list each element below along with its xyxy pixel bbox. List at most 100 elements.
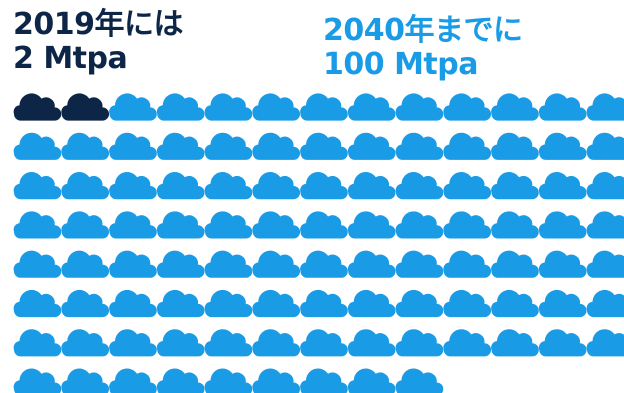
cloud-icon (538, 329, 587, 357)
cloud-icon (347, 329, 396, 357)
cloud-icon (491, 132, 539, 160)
cloud-icon (300, 329, 348, 357)
cloud-icon (204, 93, 253, 121)
cloud-icon (395, 329, 444, 357)
cloud-icon (156, 250, 205, 278)
cloud-icon (538, 93, 587, 121)
cloud-icon (347, 250, 396, 278)
cloud-icon (252, 289, 301, 318)
heading-2040-year: 2040年までに (323, 13, 523, 48)
heading-2040-value: 100 Mtpa (323, 47, 478, 82)
cloud-icon (586, 172, 624, 200)
cloud-icon (13, 211, 62, 239)
cloud-icon (586, 329, 624, 357)
cloud-icon (491, 250, 539, 278)
cloud-icon (109, 172, 157, 200)
heading-2040: 2040年までに 100 Mtpa (323, 14, 523, 82)
cloud-icon (491, 211, 539, 239)
cloud-icon (61, 368, 110, 393)
cloud-icon (586, 250, 624, 278)
cloud-icon (61, 329, 110, 357)
cloud-icon (347, 289, 396, 318)
cloud-icon (586, 289, 624, 318)
heading-2019-value: 2 Mtpa (13, 41, 128, 76)
cloud-icon (300, 93, 348, 121)
cloud-icon (300, 250, 348, 278)
cloud-icon (13, 368, 62, 393)
cloud-icon (252, 250, 301, 278)
cloud-icon (538, 132, 587, 160)
cloud-icon (252, 329, 301, 357)
cloud-icon (156, 368, 205, 393)
cloud-icon (13, 250, 62, 278)
cloud-icon (13, 289, 62, 318)
cloud-icon (252, 211, 301, 239)
cloud-icon (395, 172, 444, 200)
cloud-icon (443, 172, 492, 200)
cloud-icon (204, 172, 253, 200)
cloud-icon (347, 211, 396, 239)
cloud-icon (204, 329, 253, 357)
cloud-icon (156, 93, 205, 121)
cloud-icon (300, 368, 348, 393)
cloud-icon (61, 289, 110, 318)
cloud-icon (395, 211, 444, 239)
cloud-icon (491, 172, 539, 200)
heading-2019-year: 2019年には (13, 7, 184, 42)
cloud-icon (300, 132, 348, 160)
cloud-icon (347, 132, 396, 160)
cloud-icon (252, 172, 301, 200)
cloud-icon (109, 211, 157, 239)
cloud-icon-2019 (61, 93, 110, 121)
cloud-icon (586, 132, 624, 160)
cloud-icon (109, 250, 157, 278)
cloud-icon (61, 132, 110, 160)
cloud-icon (538, 211, 587, 239)
cloud-icon (491, 329, 539, 357)
cloud-icon (347, 368, 396, 393)
cloud-icon (395, 289, 444, 318)
cloud-icon (300, 289, 348, 318)
cloud-icon (109, 93, 157, 121)
cloud-icon-2019 (13, 93, 62, 121)
cloud-icon (300, 211, 348, 239)
cloud-icon (109, 368, 157, 393)
cloud-icon (156, 329, 205, 357)
cloud-icon (204, 368, 253, 393)
cloud-icon (395, 368, 444, 393)
cloud-icon (443, 211, 492, 239)
cloud-icon (252, 368, 301, 393)
cloud-icon (13, 132, 62, 160)
cloud-icon (204, 211, 253, 239)
cloud-icon (347, 93, 396, 121)
cloud-icon (13, 329, 62, 357)
cloud-icon (443, 93, 492, 121)
cloud-icon (443, 289, 492, 318)
cloud-icon (395, 250, 444, 278)
cloud-icon (61, 211, 110, 239)
heading-2019: 2019年には 2 Mtpa (13, 7, 184, 76)
cloud-icon (491, 93, 539, 121)
cloud-icon (156, 172, 205, 200)
cloud-icon (61, 250, 110, 278)
cloud-icon (395, 93, 444, 121)
cloud-icon (13, 172, 62, 200)
cloud-icon (443, 250, 492, 278)
cloud-icon (156, 289, 205, 318)
cloud-icon (156, 211, 205, 239)
cloud-icon (109, 289, 157, 318)
cloud-icon (443, 132, 492, 160)
cloud-icon (538, 172, 587, 200)
cloud-icon (443, 329, 492, 357)
cloud-icon (347, 172, 396, 200)
cloud-icon (586, 211, 624, 239)
cloud-icon (300, 172, 348, 200)
cloud-icon (109, 329, 157, 357)
cloud-icon (395, 132, 444, 160)
cloud-icon (538, 250, 587, 278)
cloud-icon (586, 93, 624, 121)
cloud-icon (156, 132, 205, 160)
cloud-icon (491, 289, 539, 318)
cloud-icon (252, 132, 301, 160)
cloud-icon (109, 132, 157, 160)
